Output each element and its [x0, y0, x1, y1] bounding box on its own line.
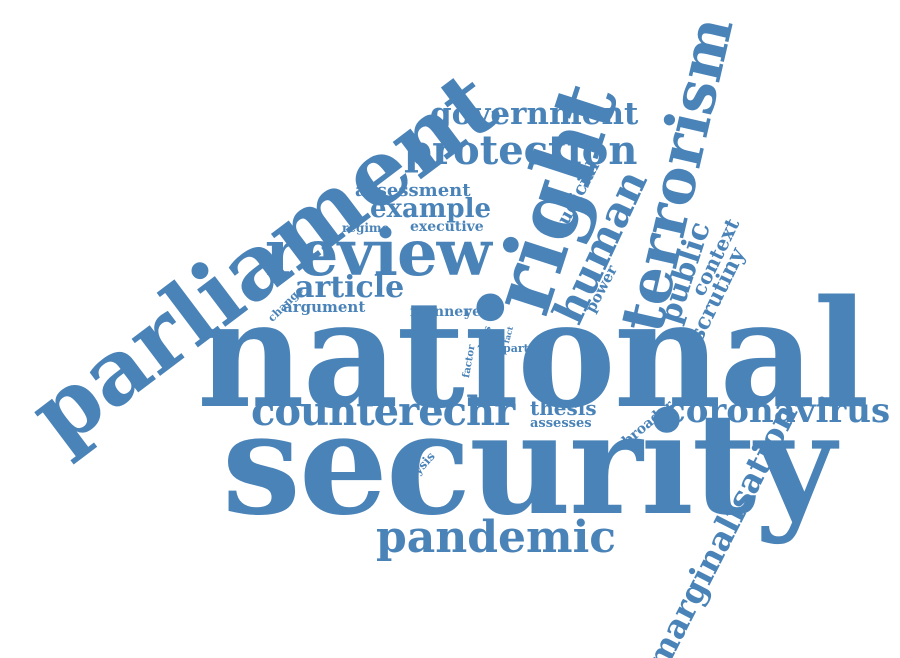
word-protection: protection: [404, 127, 638, 174]
word-argument: argument: [283, 298, 366, 316]
word-example: example: [370, 194, 491, 224]
word-review: review: [265, 216, 492, 291]
word-security: security: [222, 383, 836, 547]
word-enable: enable: [359, 342, 375, 395]
word-executive: executive: [410, 219, 484, 235]
word-government: government: [430, 96, 639, 132]
word-pandemic: pandemic: [376, 512, 617, 563]
word-counterechr: counterechr: [251, 388, 515, 435]
word-article: article: [295, 270, 405, 305]
word-manner: manner: [410, 304, 471, 320]
word-national: national: [197, 267, 870, 441]
word-regime: regime: [342, 221, 390, 235]
word-assesses: assesses: [530, 416, 592, 431]
word-thesis: thesis: [530, 396, 597, 420]
word-part: part: [503, 342, 529, 355]
word-assessment: assessment: [355, 180, 471, 201]
word-coronavirus: coronavirus: [665, 391, 891, 431]
word-year: year: [464, 304, 498, 320]
